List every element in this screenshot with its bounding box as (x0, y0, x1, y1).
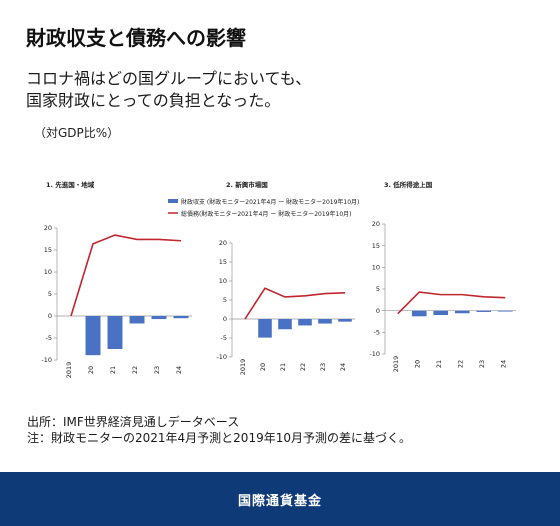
y-tick-label: -5 (221, 334, 227, 342)
y-tick-label: 15 (372, 242, 380, 250)
legend-line-label: 総債務(財政モニター2021年4月 ー 財政モニター2019年10月) (181, 210, 352, 218)
bar-fiscal-balance (298, 319, 312, 326)
unit-label: （対GDP比%） (34, 126, 120, 140)
chart-title: 1. 先進国・地域 (46, 180, 95, 189)
y-tick-label: 5 (48, 290, 52, 298)
charts-area: 財政収支 (財政モニター2021年4月 ー 財政モニター2019年10月) 総債… (41, 180, 516, 378)
page-subtitle: コロナ禍はどの国グループにおいても、 国家財政にとっての負担となった。 (26, 68, 546, 112)
bar-fiscal-balance (107, 316, 123, 349)
chart-low-income-countries: 3. 低所得途上国 -10 -5 0 5 10 15 20 2019 20 21 22 23 24 (369, 180, 516, 372)
y-tick-label: -10 (41, 356, 52, 364)
line-gross-debt (70, 234, 182, 317)
x-tick-label: 21 (109, 366, 117, 374)
bar-fiscal-balance (173, 316, 189, 319)
legend-bar-label: 財政収支 (財政モニター2021年4月 ー 財政モニター2019年10月) (181, 198, 359, 206)
subtitle-line-1: コロナ禍はどの国グループにおいても、 (26, 69, 312, 88)
y-tick-label: 5 (223, 296, 227, 304)
x-tick-label: 23 (153, 366, 161, 374)
y-tick-label: 10 (372, 264, 380, 272)
bar-fiscal-balance (433, 310, 449, 315)
bar-fiscal-balance (318, 319, 332, 324)
chart-advanced-economies: 1. 先進国・地域 -10 -5 0 5 10 15 20 2019 20 21 22 23 24 (41, 180, 192, 378)
y-tick-label: 20 (219, 239, 227, 247)
method-note: 注：財政モニターの2021年4月予測と2019年10月予測の差に基づく。 (27, 431, 411, 445)
y-tick-label: 15 (219, 258, 227, 266)
y-tick-label: 0 (376, 307, 380, 315)
x-tick-label: 24 (339, 363, 347, 371)
chart-title: 2. 新興市場国 (226, 180, 268, 189)
footer-bar: 国際通貨基金 (0, 472, 560, 526)
subtitle-line-2: 国家財政にとっての負担となった。 (26, 91, 281, 110)
x-tick-label: 2019 (239, 359, 247, 376)
y-tick-label: -5 (46, 334, 52, 342)
x-tick-label: 22 (131, 366, 139, 374)
bar-fiscal-balance (497, 310, 513, 312)
footer-label: 国際通貨基金 (237, 493, 322, 509)
x-tick-label: 23 (319, 363, 327, 371)
legend: 財政収支 (財政モニター2021年4月 ー 財政モニター2019年10月) 総債… (168, 198, 359, 218)
x-tick-label: 21 (279, 363, 287, 371)
y-tick-label: 20 (372, 220, 380, 228)
bar-fiscal-balance (411, 310, 427, 317)
legend-bar-swatch (168, 199, 178, 203)
bar-fiscal-balance (338, 319, 352, 322)
y-tick-label: 15 (44, 246, 52, 254)
y-tick-label: -5 (374, 329, 380, 337)
x-tick-label: 24 (175, 366, 183, 374)
y-tick-label: -10 (216, 353, 227, 361)
bar-fiscal-balance (129, 316, 145, 324)
x-tick-label: 2019 (392, 356, 400, 373)
y-tick-label: -10 (369, 350, 380, 358)
y-tick-label: 0 (48, 312, 52, 320)
x-tick-label: 2019 (65, 362, 73, 379)
bar-fiscal-balance (151, 316, 167, 320)
page-title: 財政収支と債務への影響 (26, 26, 246, 50)
x-tick-label: 20 (259, 363, 267, 371)
x-tick-label: 20 (413, 360, 421, 368)
bar-fiscal-balance (476, 310, 492, 312)
y-tick-label: 5 (376, 285, 380, 293)
y-tick-label: 10 (219, 277, 227, 285)
bar-fiscal-balance (454, 310, 470, 314)
x-tick-label: 21 (435, 360, 443, 368)
x-tick-label: 23 (478, 360, 486, 368)
chart-title: 3. 低所得途上国 (384, 180, 433, 189)
x-tick-label: 24 (499, 360, 507, 368)
bar-fiscal-balance (258, 319, 272, 338)
chart-emerging-markets: 2. 新興市場国 -10 -5 0 5 10 15 20 2019 20 21 22 23 24 (216, 180, 355, 375)
line-gross-debt (244, 287, 346, 320)
bar-fiscal-balance (278, 319, 292, 330)
x-tick-label: 22 (299, 363, 307, 371)
x-tick-label: 22 (456, 360, 464, 368)
line-gross-debt (397, 291, 506, 315)
y-tick-label: 0 (223, 315, 227, 323)
footnotes: 出所：IMF世界経済見通しデータベース 注：財政モニターの2021年4月予測と2… (27, 414, 547, 446)
x-tick-label: 20 (87, 366, 95, 374)
y-tick-label: 20 (44, 224, 52, 232)
y-tick-label: 10 (44, 268, 52, 276)
bar-fiscal-balance (85, 316, 101, 356)
source-note: 出所：IMF世界経済見通しデータベース (27, 415, 240, 429)
